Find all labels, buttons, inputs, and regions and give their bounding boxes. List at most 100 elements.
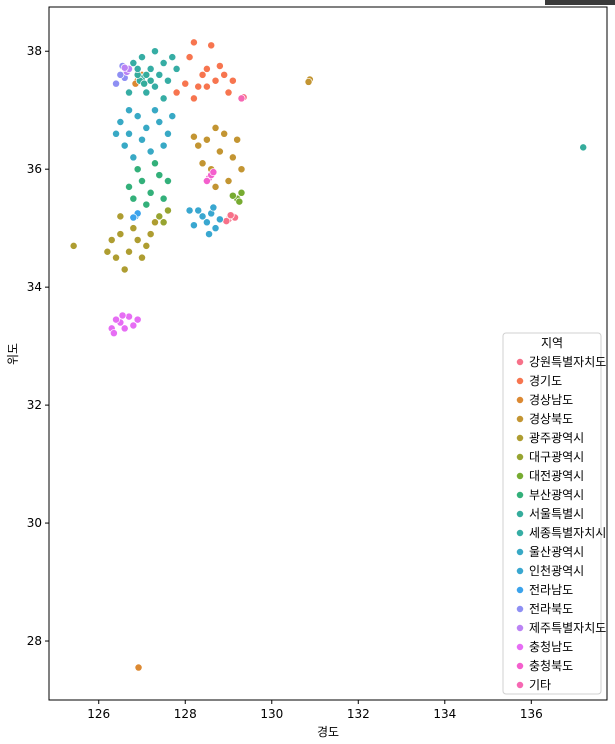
data-point (129, 213, 138, 222)
data-point (138, 135, 146, 144)
data-point (220, 129, 229, 138)
legend-marker (516, 415, 524, 423)
data-point (164, 177, 172, 185)
data-point (138, 253, 146, 262)
data-point (129, 321, 138, 330)
legend-marker (516, 624, 524, 632)
legend-marker (516, 491, 524, 499)
legend-marker (516, 377, 524, 385)
data-point (134, 663, 143, 672)
data-point (120, 141, 129, 150)
data-point (109, 329, 118, 338)
legend-entry: 제주특별자치도 (529, 621, 606, 635)
data-point (151, 159, 159, 168)
data-point (198, 212, 207, 221)
data-point (202, 82, 211, 91)
y-axis-label: 위도 (6, 343, 20, 365)
data-point (211, 182, 220, 191)
data-point (202, 218, 211, 227)
data-point (129, 153, 138, 162)
data-point (235, 197, 244, 206)
y-tick-label: 28 (27, 634, 42, 648)
data-point (168, 53, 177, 62)
data-point (155, 212, 164, 221)
legend-marker (516, 358, 524, 366)
data-point (194, 82, 203, 91)
legend-entry: 울산광역시 (529, 545, 584, 559)
data-point (138, 53, 146, 62)
data-point (172, 88, 181, 97)
legend-marker (516, 681, 524, 689)
data-point (189, 221, 198, 230)
data-point (142, 241, 151, 250)
y-axis: 28 30 32 34 36 38 (27, 44, 49, 648)
legend-entry: 세종특별자치시 (529, 526, 606, 540)
data-point (140, 79, 149, 88)
data-point (125, 129, 133, 138)
data-point (233, 135, 242, 144)
legend-entry: 경기도 (529, 374, 562, 388)
data-point (168, 112, 177, 121)
legend-entry: 인천광역시 (529, 563, 584, 578)
data-point (189, 38, 198, 47)
data-point (151, 47, 159, 56)
data-point (146, 188, 155, 197)
data-point (118, 311, 127, 320)
data-point (220, 70, 229, 79)
data-point (172, 64, 181, 73)
legend: 지역 강원특별자치도경기도경상남도경상북도광주광역시대구광역시대전광역시부산광역… (502, 332, 606, 695)
data-point (112, 79, 120, 88)
data-point (112, 253, 120, 262)
data-point (215, 62, 224, 70)
data-point (133, 236, 142, 244)
legend-marker (516, 472, 524, 480)
y-tick-label: 32 (27, 398, 42, 412)
data-point (142, 200, 151, 209)
legend-entry: 경상북도 (529, 412, 573, 426)
legend-entry: 강원특별자치도 (529, 355, 606, 369)
data-point (189, 132, 198, 141)
data-point (146, 147, 155, 156)
data-point (228, 191, 237, 200)
legend-entry: 충청북도 (529, 659, 573, 673)
legend-marker (516, 548, 524, 556)
data-point (159, 59, 168, 67)
data-point (125, 247, 133, 256)
data-point (129, 224, 138, 233)
data-point (202, 177, 211, 185)
data-point (125, 88, 133, 97)
data-point (125, 182, 133, 191)
y-tick-label: 34 (27, 280, 42, 294)
data-point (116, 212, 125, 221)
x-tick-label: 136 (520, 707, 543, 721)
data-point (159, 218, 168, 227)
data-point (112, 129, 120, 138)
data-point (215, 147, 224, 156)
y-tick-label: 36 (27, 162, 42, 176)
data-point (198, 70, 207, 79)
data-point (211, 224, 220, 233)
data-point (304, 77, 313, 86)
data-point (215, 215, 224, 224)
data-point (202, 135, 211, 144)
legend-marker (516, 586, 524, 594)
data-point (120, 63, 129, 72)
data-point (151, 218, 159, 227)
legend-marker (516, 567, 524, 575)
legend-entry: 충청남도 (529, 640, 573, 654)
legend-entry: 전라남도 (529, 583, 573, 597)
data-point (142, 88, 151, 97)
data-point (209, 203, 218, 212)
plot-frame (48, 6, 608, 701)
data-point (228, 153, 237, 162)
data-point (211, 123, 220, 132)
legend-items: 강원특별자치도경기도경상남도경상북도광주광역시대구광역시대전광역시부산광역시서울… (516, 355, 606, 692)
data-point (211, 76, 220, 85)
legend-entry: 광주광역시 (529, 431, 584, 445)
data-point (164, 129, 172, 138)
data-point (194, 206, 203, 215)
data-point (228, 76, 237, 85)
data-point (181, 79, 190, 88)
x-axis: 126 128 130 132 134 136 (87, 700, 543, 721)
